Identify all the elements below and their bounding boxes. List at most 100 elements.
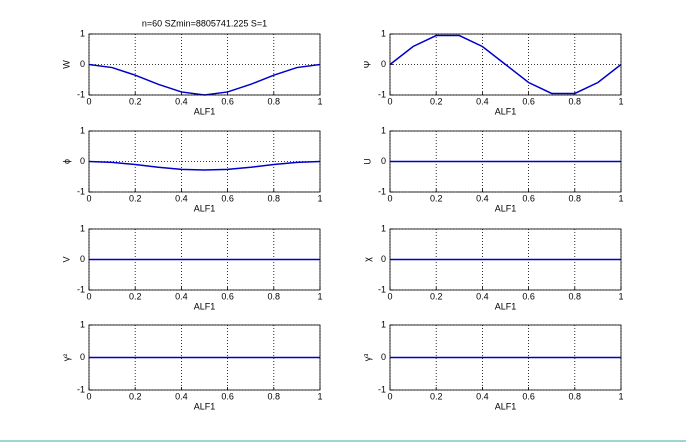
x-tick-label: 0.2 <box>430 291 443 301</box>
y-tick-label: -1 <box>77 186 85 196</box>
x-tick-label: 0.2 <box>129 291 142 301</box>
axes-box <box>88 324 321 391</box>
x-tick-label: 0.2 <box>430 193 443 203</box>
x-tick-label: 0.2 <box>129 193 142 203</box>
axes-box <box>88 228 321 291</box>
x-axis-label: ALF1 <box>495 401 517 411</box>
y-tick-label: 1 <box>381 319 386 329</box>
data-line <box>88 160 321 171</box>
y-tick-label: 1 <box>80 223 85 233</box>
x-tick-label: 0.8 <box>569 291 582 301</box>
x-tick-label: 0.6 <box>522 391 535 401</box>
x-tick-label: 0.4 <box>476 391 489 401</box>
x-tick-label: 0.8 <box>268 193 281 203</box>
data-line <box>389 34 622 95</box>
x-tick-label: 0.6 <box>221 193 234 203</box>
y-tick-label: 0 <box>80 156 85 166</box>
y-tick-label: 1 <box>381 125 386 135</box>
y-tick-label: 0 <box>80 254 85 264</box>
x-axis-label: ALF1 <box>194 203 216 213</box>
x-tick-label: 0 <box>86 96 91 106</box>
x-tick-label: 0.6 <box>522 193 535 203</box>
x-tick-label: 0.6 <box>522 96 535 106</box>
x-tick-label: 0.8 <box>268 291 281 301</box>
y-axis-label: V <box>61 256 71 262</box>
y-axis-label: γ³ <box>362 354 372 362</box>
y-tick-label: 0 <box>381 156 386 166</box>
x-tick-label: 0 <box>387 96 392 106</box>
x-tick-label: 0.4 <box>175 193 188 203</box>
y-tick-label: -1 <box>77 384 85 394</box>
x-tick-label: 0 <box>86 193 91 203</box>
x-tick-label: 0.8 <box>569 193 582 203</box>
x-tick-label: 0 <box>387 291 392 301</box>
y-axis-label: U <box>362 158 372 165</box>
y-tick-label: 0 <box>80 352 85 362</box>
axes-box <box>389 33 622 96</box>
y-tick-label: 1 <box>80 125 85 135</box>
x-tick-label: 0.2 <box>430 391 443 401</box>
axes-background <box>89 131 320 192</box>
x-tick-label: 0 <box>387 391 392 401</box>
y-tick-label: -1 <box>378 284 386 294</box>
x-tick-label: 1 <box>317 391 322 401</box>
chart-title: n=60 SZmin=8805741.225 S=1 <box>142 18 267 28</box>
x-axis-label: ALF1 <box>495 106 517 116</box>
x-tick-label: 0.8 <box>569 391 582 401</box>
y-tick-label: 0 <box>381 254 386 264</box>
x-tick-label: 0.2 <box>129 391 142 401</box>
x-tick-label: 1 <box>618 193 623 203</box>
x-tick-label: 0 <box>86 391 91 401</box>
x-tick-label: 0.2 <box>129 96 142 106</box>
axes-box <box>389 324 622 391</box>
y-tick-label: 0 <box>80 59 85 69</box>
y-tick-label: -1 <box>378 89 386 99</box>
y-tick-label: -1 <box>378 186 386 196</box>
x-tick-label: 1 <box>317 291 322 301</box>
x-axis-label: ALF1 <box>495 301 517 311</box>
x-tick-label: 0.6 <box>522 291 535 301</box>
axes-box <box>389 228 622 291</box>
y-tick-label: -1 <box>77 89 85 99</box>
x-tick-label: 0.8 <box>268 391 281 401</box>
axes-background <box>89 34 320 95</box>
x-tick-label: 0.4 <box>175 391 188 401</box>
x-tick-label: 0.4 <box>476 291 489 301</box>
x-tick-label: 0.6 <box>221 391 234 401</box>
y-axis-label: W <box>61 60 71 69</box>
axes-box <box>88 33 321 96</box>
x-tick-label: 0.2 <box>430 96 443 106</box>
x-tick-label: 1 <box>618 291 623 301</box>
x-tick-label: 0.4 <box>175 96 188 106</box>
y-tick-label: 0 <box>381 352 386 362</box>
x-tick-label: 0.6 <box>221 291 234 301</box>
x-axis-label: ALF1 <box>194 106 216 116</box>
y-axis-label: ϕ <box>61 159 71 164</box>
x-axis-label: ALF1 <box>194 301 216 311</box>
x-tick-label: 0.4 <box>476 193 489 203</box>
y-tick-label: -1 <box>378 384 386 394</box>
x-tick-label: 0.8 <box>569 96 582 106</box>
y-axis-label: Ψ <box>362 61 372 69</box>
y-tick-label: 1 <box>80 319 85 329</box>
y-axis-label: χ <box>362 257 372 262</box>
y-tick-label: -1 <box>77 284 85 294</box>
axes-box <box>88 130 321 193</box>
y-tick-label: 0 <box>381 59 386 69</box>
x-tick-label: 1 <box>317 193 322 203</box>
axes-box <box>389 130 622 193</box>
x-axis-label: ALF1 <box>495 203 517 213</box>
x-tick-label: 0.6 <box>221 96 234 106</box>
x-tick-label: 0 <box>86 291 91 301</box>
x-tick-label: 1 <box>618 391 623 401</box>
x-tick-label: 1 <box>317 96 322 106</box>
y-tick-label: 1 <box>381 223 386 233</box>
x-tick-label: 1 <box>618 96 623 106</box>
y-tick-label: 1 <box>80 28 85 38</box>
x-tick-label: 0.4 <box>175 291 188 301</box>
x-axis-label: ALF1 <box>194 401 216 411</box>
y-tick-label: 1 <box>381 28 386 38</box>
x-tick-label: 0.8 <box>268 96 281 106</box>
x-tick-label: 0.4 <box>476 96 489 106</box>
